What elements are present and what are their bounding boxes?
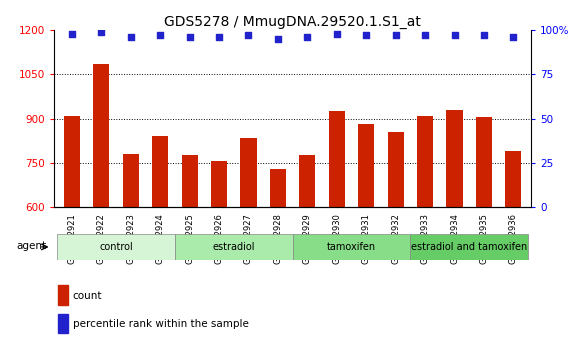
Point — [67, 31, 77, 36]
Bar — [411, 234, 528, 260]
Text: tamoxifen: tamoxifen — [327, 242, 376, 252]
Text: agent: agent — [16, 241, 46, 251]
Bar — [299, 155, 315, 207]
Bar — [388, 132, 404, 207]
Text: percentile rank within the sample: percentile rank within the sample — [73, 319, 248, 329]
Point — [185, 34, 194, 40]
Point — [244, 33, 253, 38]
Point — [303, 34, 312, 40]
Bar — [58, 314, 67, 333]
Point — [361, 33, 371, 38]
Bar — [240, 138, 256, 207]
Point — [420, 33, 429, 38]
Point — [480, 33, 489, 38]
Bar — [329, 111, 345, 207]
Point — [332, 31, 341, 36]
Bar — [292, 234, 411, 260]
Point — [450, 33, 459, 38]
Bar — [58, 285, 67, 305]
Text: estradiol and tamoxifen: estradiol and tamoxifen — [411, 242, 528, 252]
Point — [126, 34, 135, 40]
Title: GDS5278 / MmugDNA.29520.1.S1_at: GDS5278 / MmugDNA.29520.1.S1_at — [164, 15, 421, 29]
Text: estradiol: estradiol — [212, 242, 255, 252]
Bar — [123, 154, 139, 207]
Text: count: count — [73, 291, 102, 301]
Bar — [417, 116, 433, 207]
Bar — [93, 64, 110, 207]
Bar — [476, 117, 492, 207]
Point — [274, 36, 283, 42]
Bar — [358, 125, 375, 207]
Bar — [175, 234, 292, 260]
Bar — [505, 151, 521, 207]
Bar — [182, 155, 198, 207]
Point — [156, 33, 165, 38]
Bar — [447, 110, 463, 207]
Point — [391, 33, 400, 38]
Bar — [211, 161, 227, 207]
Point — [96, 29, 106, 35]
Point — [509, 34, 518, 40]
Bar — [64, 116, 80, 207]
Bar — [57, 234, 175, 260]
Bar — [270, 169, 286, 207]
Point — [215, 34, 224, 40]
Text: control: control — [99, 242, 133, 252]
Bar — [152, 136, 168, 207]
